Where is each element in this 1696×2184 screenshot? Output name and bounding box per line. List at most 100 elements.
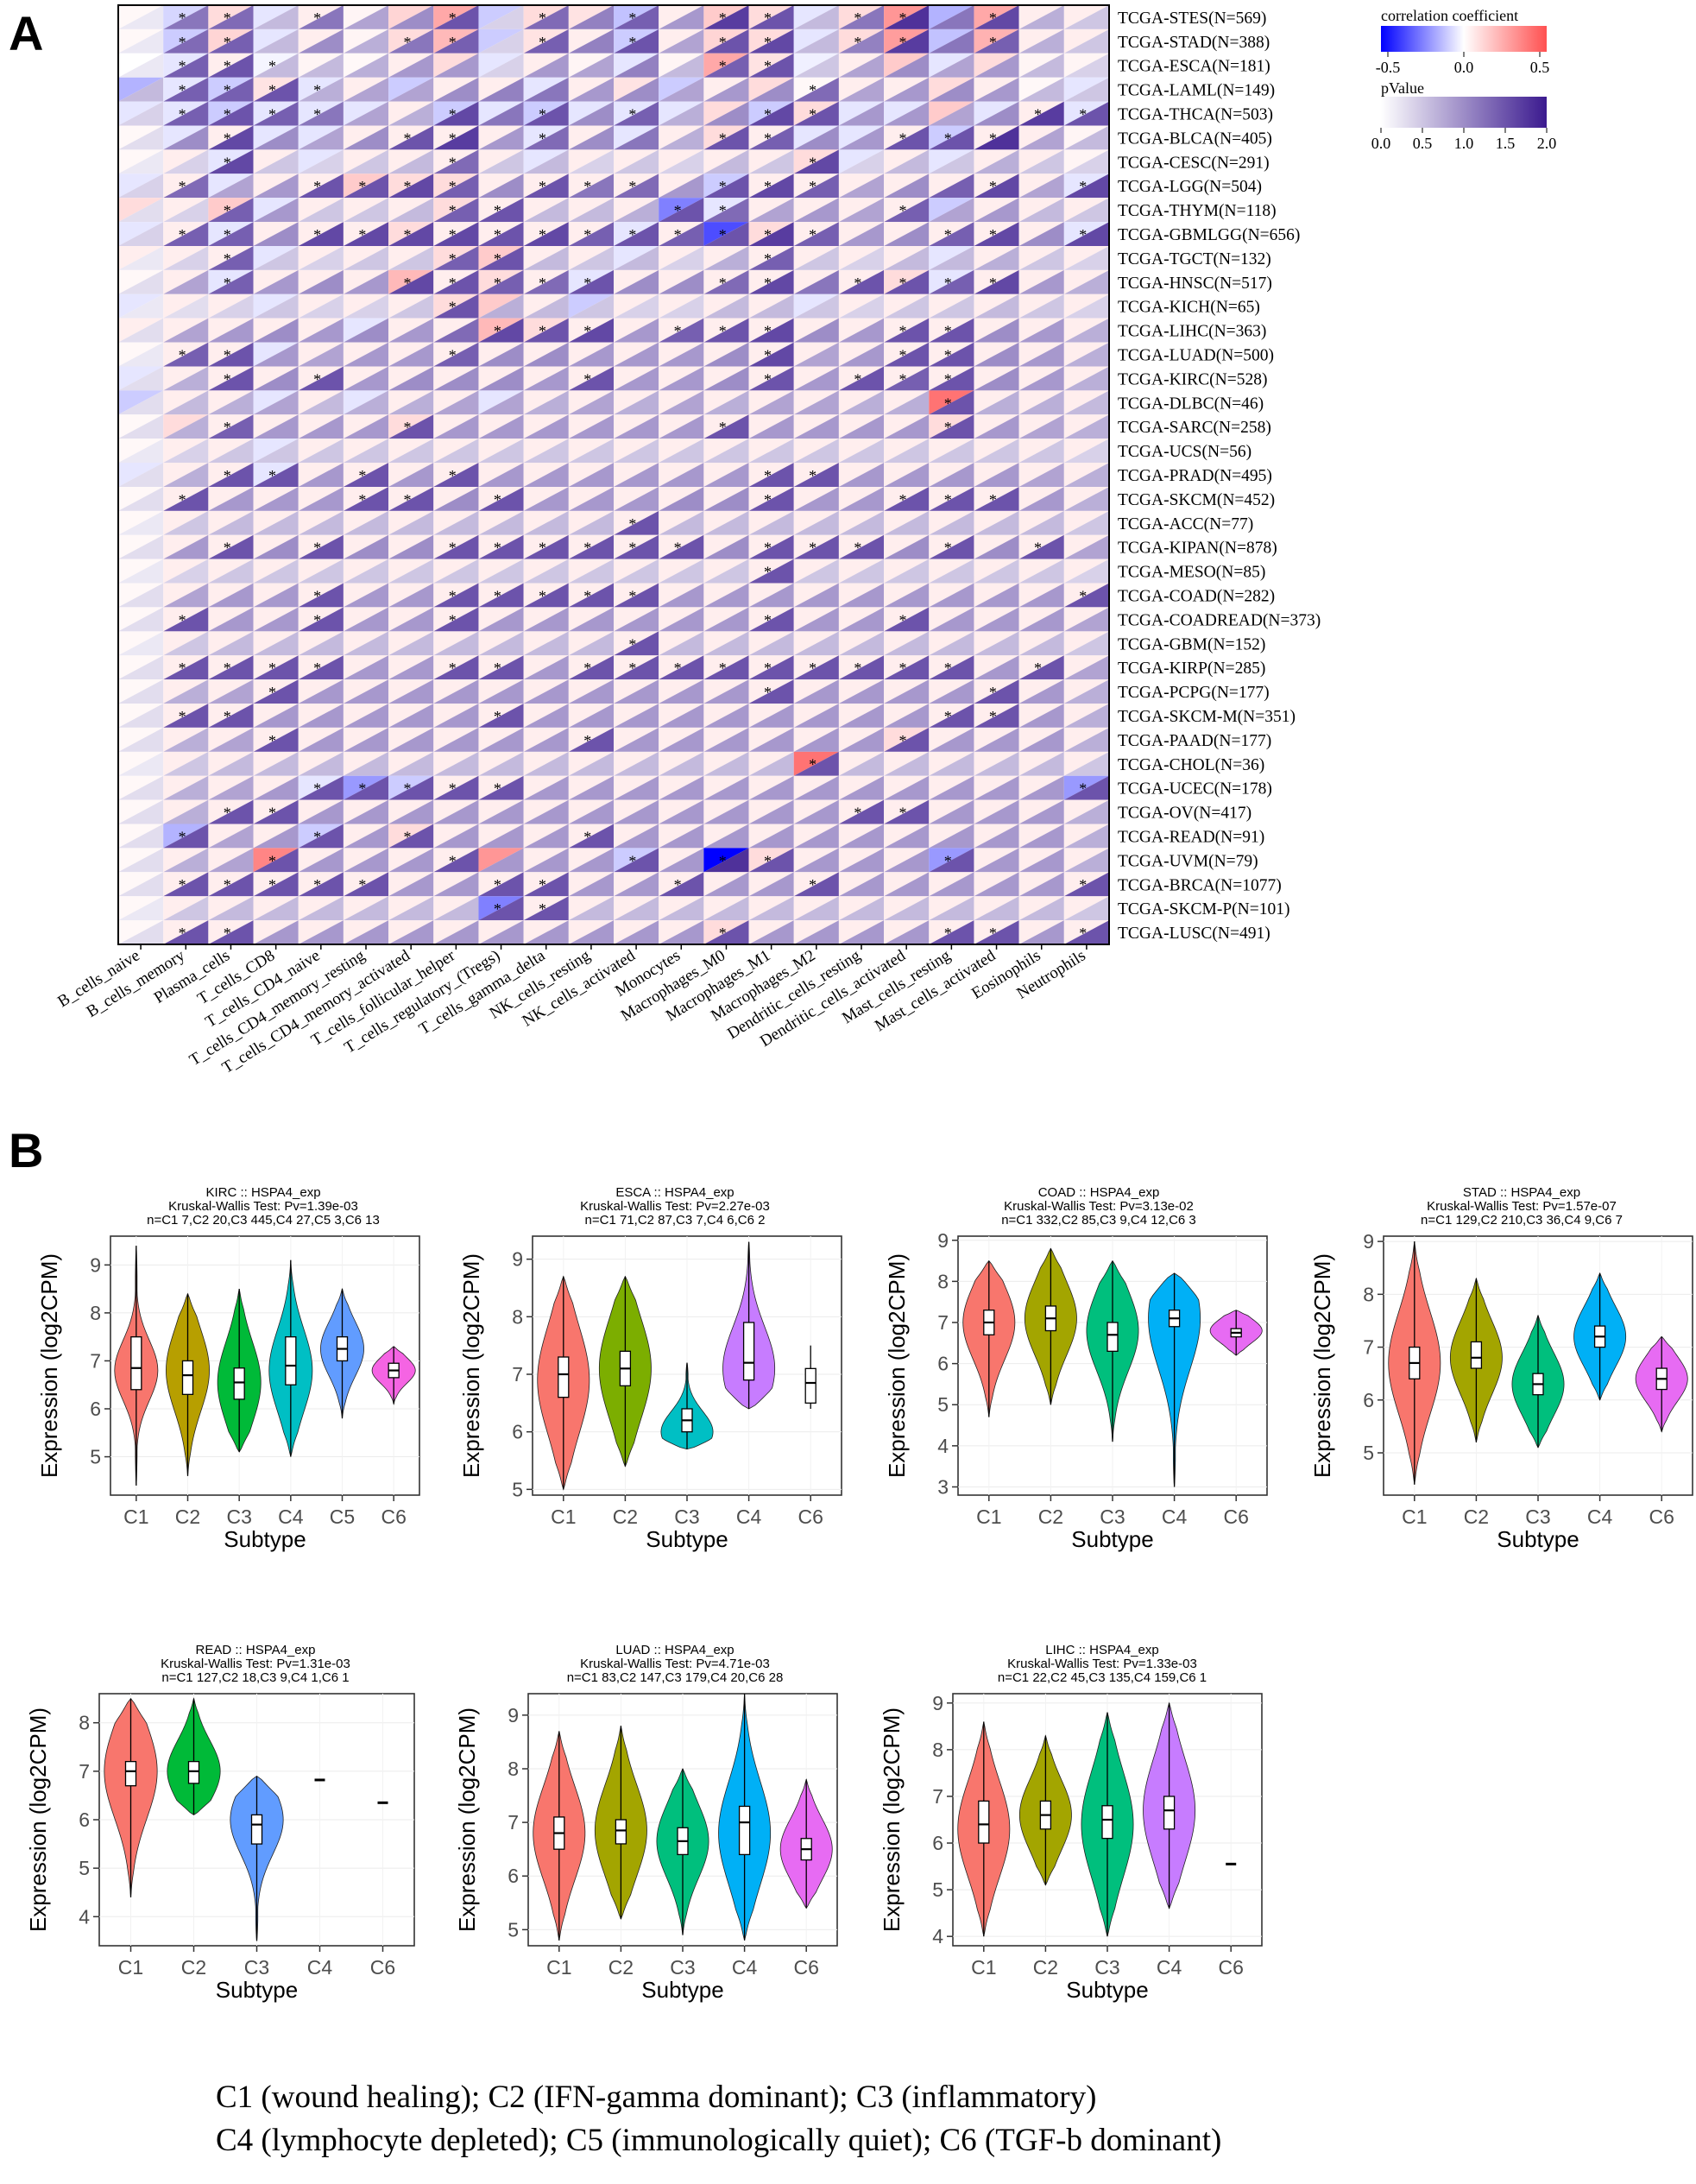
corr-cell — [748, 607, 794, 632]
corr-cell — [163, 607, 209, 632]
pvalue-cell — [523, 824, 569, 849]
pvalue-cell — [703, 318, 749, 343]
pvalue-cell — [614, 198, 659, 223]
pvalue-cell — [118, 28, 164, 54]
corr-cell — [884, 174, 930, 199]
corr-cell — [433, 318, 479, 343]
corr-cell — [659, 318, 704, 343]
pvalue-cell — [253, 920, 299, 944]
y-tick-label: 7 — [512, 1363, 523, 1386]
pvalue-cell — [793, 607, 839, 632]
corr-cell — [1018, 101, 1064, 126]
x-tick-label: C6 — [793, 1956, 818, 1979]
pvalue-cell — [208, 631, 254, 656]
pvalue-cell — [748, 294, 794, 319]
violin-counts: n=C1 22,C2 45,C3 135,C4 159,C6 1 — [998, 1670, 1207, 1685]
row-label: TCGA-STAD(N=388) — [1118, 34, 1270, 52]
pvalue-cell — [388, 799, 434, 824]
pvalue-cell — [568, 727, 614, 752]
pvalue-cell — [884, 607, 930, 632]
pvalue-cell — [929, 366, 974, 391]
pvalue-cell — [568, 872, 614, 897]
pvalue-cell — [614, 222, 659, 246]
corr-cell — [433, 872, 479, 897]
significance-star: * — [449, 346, 457, 363]
corr-cell — [974, 486, 1019, 511]
corr-cell — [884, 631, 930, 656]
corr-cell — [838, 5, 885, 29]
pvalue-cell — [568, 342, 614, 367]
corr-cell — [703, 631, 749, 656]
corr-cell — [659, 727, 704, 752]
pvalue-cell — [523, 607, 569, 632]
pvalue-cell — [793, 679, 839, 704]
corr-cell — [208, 294, 254, 319]
corr-cell — [433, 366, 479, 391]
corr-cell — [659, 486, 704, 511]
pvalue-cell — [253, 125, 299, 150]
corr-cell — [703, 510, 749, 535]
corr-cell — [974, 848, 1019, 873]
pvalue-cell — [929, 679, 974, 704]
significance-star: * — [899, 323, 907, 340]
pvalue-cell — [884, 896, 930, 921]
pvalue-cell — [659, 463, 704, 487]
significance-star: * — [494, 780, 501, 798]
significance-star: * — [268, 852, 276, 869]
pvalue-cell — [884, 848, 930, 873]
corr-cell — [118, 439, 164, 464]
pvalue-cell — [1018, 125, 1064, 150]
pvalue-cell — [118, 174, 164, 199]
corr-cell — [793, 318, 839, 343]
corr-cell — [208, 439, 254, 464]
corr-cell — [1063, 439, 1109, 464]
corr-cell — [793, 149, 839, 174]
corr-cell — [793, 534, 839, 559]
significance-star: * — [764, 370, 772, 388]
corr-cell — [478, 848, 524, 873]
corr-cell — [748, 848, 794, 873]
significance-star: * — [358, 491, 366, 508]
x-tick-label: C3 — [674, 1505, 699, 1528]
pvalue-cell — [614, 269, 659, 294]
y-axis-label: Expression (log2CPM) — [884, 1253, 910, 1478]
panel-a-label: A — [9, 6, 43, 60]
pvalue-cell — [884, 222, 930, 246]
pvalue-cell — [568, 896, 614, 921]
corr-cell — [253, 607, 299, 632]
corr-cell — [253, 848, 299, 873]
corr-cell — [1063, 53, 1109, 78]
pvalue-cell — [884, 101, 930, 126]
pvalue-cell — [929, 222, 974, 246]
corr-cell — [208, 799, 254, 824]
corr-cell — [523, 751, 569, 776]
x-tick-label: C6 — [1218, 1956, 1243, 1979]
corr-cell — [568, 5, 614, 29]
corr-cell — [929, 149, 974, 174]
corr-cell — [974, 318, 1019, 343]
pvalue-cell — [523, 559, 569, 584]
pvalue-cell — [298, 28, 344, 54]
significance-star: * — [268, 467, 276, 484]
pvalue-cell — [433, 414, 479, 439]
pvalue-cell — [793, 439, 839, 464]
significance-star: * — [313, 226, 321, 243]
corr-cell — [703, 534, 749, 559]
corr-cell — [929, 848, 974, 873]
pvalue-cell — [703, 5, 749, 29]
pvalue-cell — [884, 28, 930, 54]
corr-cell — [568, 896, 614, 921]
pvalue-cell — [1018, 679, 1064, 704]
corr-cell — [118, 198, 164, 223]
corr-cell — [929, 727, 974, 752]
corr-cell — [614, 5, 659, 29]
corr-cell — [208, 463, 254, 487]
corr-cell — [343, 439, 389, 464]
corr-cell — [1063, 390, 1109, 415]
pvalue-cell — [929, 727, 974, 752]
pvalue-cell — [118, 727, 164, 752]
corr-cell — [974, 655, 1019, 680]
corr-cell — [478, 559, 524, 584]
pvalue-cell — [974, 463, 1019, 487]
significance-star: * — [854, 9, 861, 27]
